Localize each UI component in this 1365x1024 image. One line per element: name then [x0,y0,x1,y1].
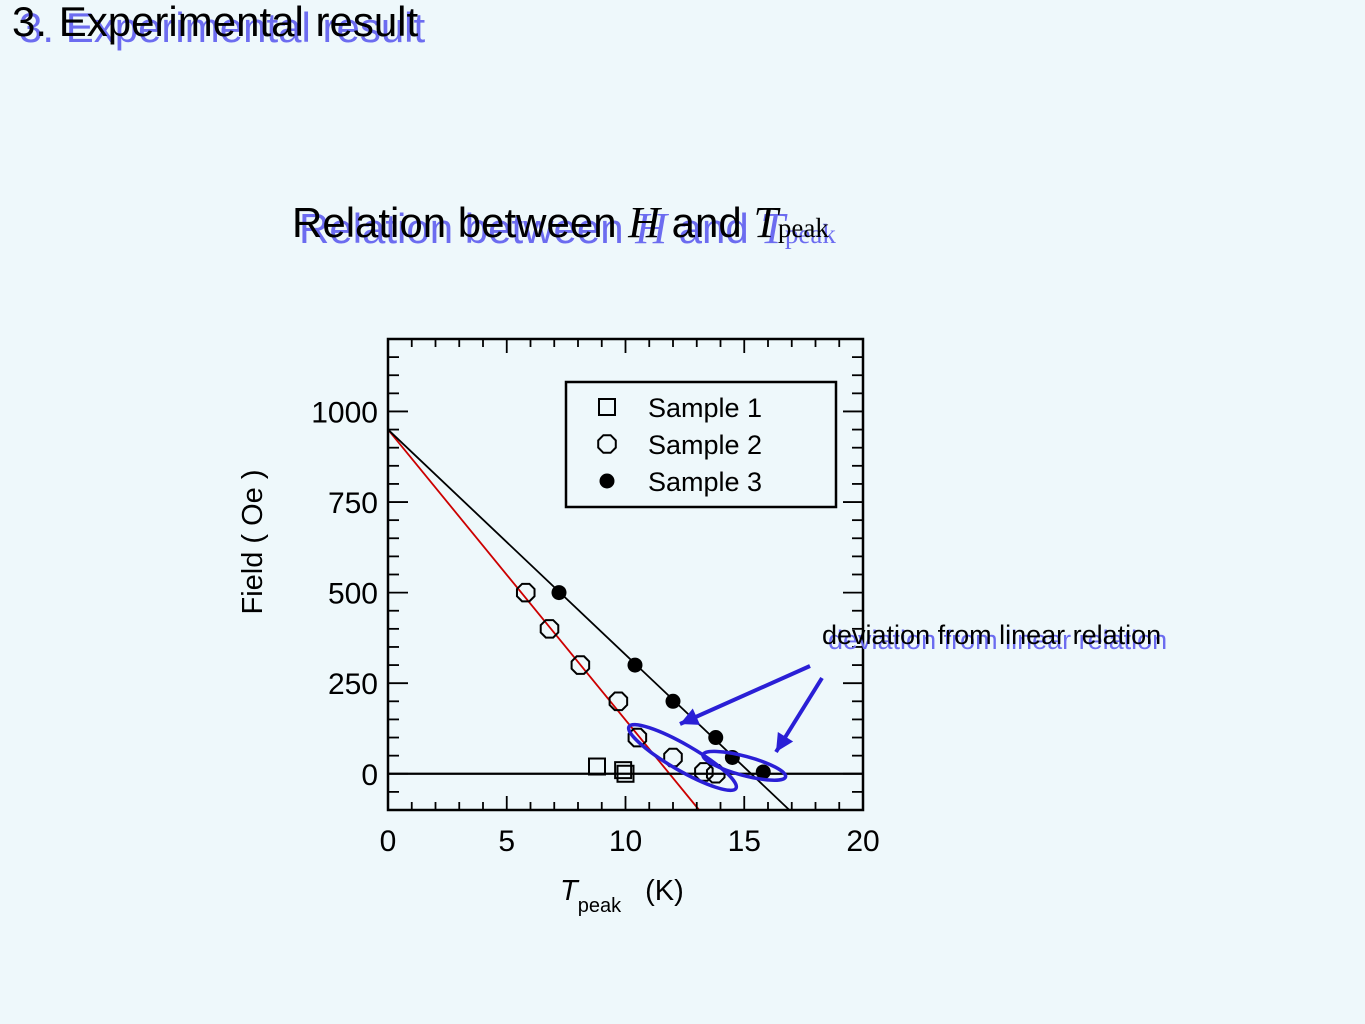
data-points [515,582,771,784]
arrow-left-head [680,708,701,725]
x-tick-label: 20 [846,825,879,858]
y-tick-label: 0 [361,759,378,792]
heading-middle: and [660,199,754,246]
sample-2-point [627,727,648,748]
highlight-ellipse-1 [626,722,739,793]
x-axis-label-unit: (K) [645,875,684,907]
heading-prefix: Relation between [292,199,629,246]
sample-1-point [588,757,606,776]
sample-3-point [708,730,724,746]
fit-lines [387,428,790,811]
x-axis-label-var: T [560,875,580,907]
legend-marker-sample-1 [598,398,616,416]
sample-2-point [515,582,536,603]
annotation-arrows [679,664,824,754]
x-tick-label: 0 [380,825,397,858]
arrow-left [679,664,811,726]
slide-title: 3. Experimental result 3. Experimental r… [12,0,425,51]
sample-3-point [551,585,567,601]
x-axis-label: Tpeak (K) [560,875,684,917]
x-tick-label: 10 [609,825,642,858]
axis-ticks [387,338,864,811]
y-tick-label: 1000 [311,396,378,429]
heading-var-t: T [753,198,778,247]
deviation-annotation: deviation from linear relation deviation… [822,620,1167,655]
y-tick-label: 500 [328,578,378,611]
arrow-right-head [776,731,794,752]
sample-1-point [614,761,633,780]
sample-2-point [608,691,629,712]
tick-labels: 0 5 10 15 20 0 250 500 750 1000 [311,396,879,858]
x-tick-label: 5 [498,825,515,858]
sample-2-point [539,619,560,639]
chart-heading-shadow: Relation between H and Tpeak [299,204,836,253]
annotation-shadow: deviation from linear relation [828,625,1168,655]
heading-subscript: peak [777,213,829,243]
y-tick-label: 250 [328,668,378,701]
y-tick-label: 750 [328,487,378,520]
slide-title-shadow: 3. Experimental result [19,4,426,51]
sample-3-point [627,657,643,673]
sample-2-point [570,655,591,675]
deviation-highlights [626,722,788,793]
legend-label-sample-2: Sample 2 [648,430,762,460]
legend-marker-sample-3 [599,473,615,489]
legend-label-sample-1: Sample 1 [648,393,762,423]
fit-line-sample-3 [387,428,790,811]
fit-line-sample-2 [387,429,700,811]
y-axis-label: Field ( Oe ) [237,469,269,614]
x-axis-label-sub: peak [578,895,622,917]
heading-var-h: H [628,198,661,247]
highlight-ellipse-2 [701,749,788,782]
sample-1-point [616,764,635,783]
annotation-text: deviation from linear relation [822,620,1162,650]
sample-3-point [755,764,771,780]
legend: Sample 1 Sample 2 Sample 3 [564,380,838,509]
legend-label-sample-3: Sample 3 [648,467,762,497]
x-tick-label: 15 [728,825,761,858]
sample-3-point [665,693,681,709]
slide-title-text: 3. Experimental result [12,0,419,45]
chart-heading: Relation between H and Tpeak Relation be… [292,197,836,253]
chart-heading-text: Relation between H and Tpeak [292,198,829,247]
legend-marker-sample-2 [597,434,617,454]
